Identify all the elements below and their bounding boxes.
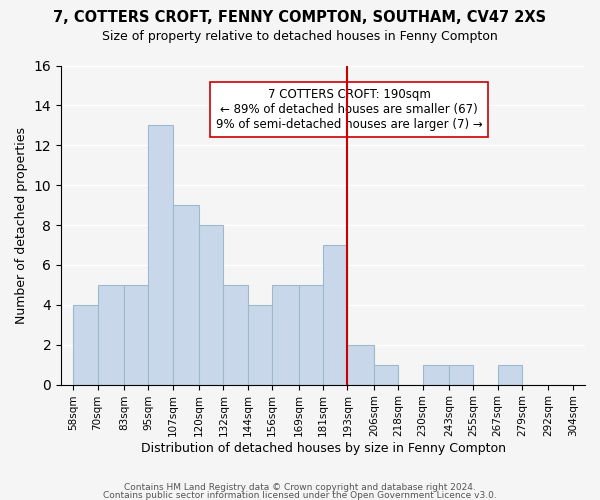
Bar [173, 205, 199, 384]
Bar [248, 305, 272, 384]
Bar [272, 285, 299, 384]
Bar [323, 245, 347, 384]
Bar [124, 285, 148, 384]
Bar [422, 364, 449, 384]
Text: Contains public sector information licensed under the Open Government Licence v3: Contains public sector information licen… [103, 491, 497, 500]
Text: Size of property relative to detached houses in Fenny Compton: Size of property relative to detached ho… [102, 30, 498, 43]
Bar [374, 364, 398, 384]
Bar [497, 364, 522, 384]
Y-axis label: Number of detached properties: Number of detached properties [15, 126, 28, 324]
Bar [299, 285, 323, 384]
Text: 7, COTTERS CROFT, FENNY COMPTON, SOUTHAM, CV47 2XS: 7, COTTERS CROFT, FENNY COMPTON, SOUTHAM… [53, 10, 547, 25]
Bar [347, 344, 374, 385]
Bar [449, 364, 473, 384]
Bar [223, 285, 248, 384]
Bar [148, 126, 173, 384]
Bar [73, 305, 98, 384]
Bar [98, 285, 124, 384]
Bar [199, 225, 223, 384]
Text: Contains HM Land Registry data © Crown copyright and database right 2024.: Contains HM Land Registry data © Crown c… [124, 484, 476, 492]
Text: 7 COTTERS CROFT: 190sqm
← 89% of detached houses are smaller (67)
9% of semi-det: 7 COTTERS CROFT: 190sqm ← 89% of detache… [216, 88, 482, 131]
X-axis label: Distribution of detached houses by size in Fenny Compton: Distribution of detached houses by size … [140, 442, 506, 455]
